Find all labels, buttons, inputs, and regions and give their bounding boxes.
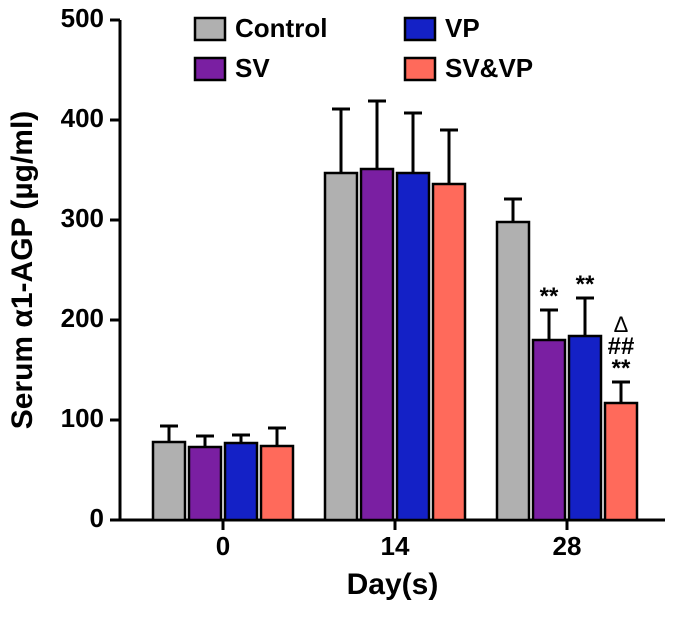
legend-label-control: Control [235, 13, 327, 43]
bar-14-control [325, 173, 357, 520]
ytick-label: 0 [90, 503, 104, 533]
legend-label-svvp: SV&VP [445, 53, 533, 83]
legend-swatch-sv [195, 58, 225, 80]
bar-14-svvp [433, 184, 465, 520]
bar-14-sv [361, 169, 393, 520]
ytick-label: 200 [61, 303, 104, 333]
xtick-label: 14 [381, 531, 410, 561]
bar-0-control [153, 442, 185, 520]
bar-28-vp [569, 336, 601, 520]
ytick-label: 500 [61, 3, 104, 33]
legend-label-vp: VP [445, 13, 480, 43]
annotation-28-svvp-1: ## [608, 333, 635, 360]
ytick-label: 100 [61, 403, 104, 433]
bar-28-svvp [605, 403, 637, 520]
annotation-28-vp-0: ** [576, 271, 595, 298]
bar-14-vp [397, 173, 429, 520]
bar-0-svvp [261, 446, 293, 520]
xtick-label: 0 [216, 531, 230, 561]
chart-svg: Control VP SV SV&VP 0 100 200 300 400 500 Serum α1… [0, 0, 685, 623]
y-axis-label: Serum α1-AGP (µg/ml) [6, 111, 39, 430]
x-axis-label: Day(s) [347, 568, 439, 601]
annotation-28-sv-0: ** [540, 283, 559, 310]
legend-swatch-control [195, 18, 225, 40]
legend-label-sv: SV [235, 53, 270, 83]
serum-a1-agp-chart: Control VP SV SV&VP 0 100 200 300 400 500 Serum α1… [0, 0, 685, 623]
legend-swatch-vp [405, 18, 435, 40]
ytick-label: 400 [61, 103, 104, 133]
bar-0-sv [189, 447, 221, 520]
annotation-28-svvp-2: Δ [614, 312, 629, 337]
bar-28-control [497, 222, 529, 520]
legend: Control VP SV SV&VP [195, 13, 533, 83]
bar-0-vp [225, 443, 257, 520]
legend-swatch-svvp [405, 58, 435, 80]
bar-28-sv [533, 340, 565, 520]
ytick-label: 300 [61, 203, 104, 233]
xtick-label: 28 [553, 531, 582, 561]
